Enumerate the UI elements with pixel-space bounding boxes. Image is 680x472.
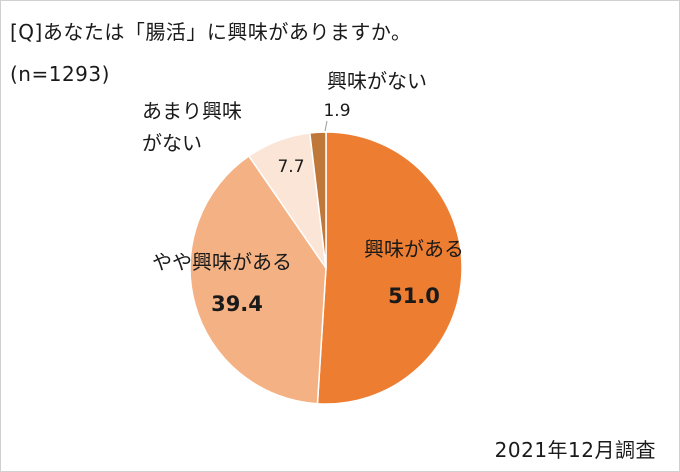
pie-slice-2 [189,154,327,405]
leader-lines [324,120,328,132]
slice-label-3-line-1: あまり興味 [142,99,242,123]
slice-value-2: 39.4 [211,292,263,316]
pie-slice-4 [308,131,327,269]
slice-label-4: 興味がない [327,69,427,93]
survey-date-note: 2021年12月調査 [494,438,656,462]
slice-label-2: やや興味がある [152,250,292,274]
sample-size-note: (n=1293) [10,62,110,86]
slice-value-1: 51.0 [388,284,440,308]
pie-slices [189,131,463,405]
slice-value-3: 7.7 [277,157,304,177]
pie-slice-1 [316,131,463,405]
leader-line-4 [324,120,328,132]
slice-label-3-line-2: がない [142,131,202,155]
chart-title: [Q]あなたは「腸活」に興味がありますか。 [10,20,412,44]
slice-value-4: 1.9 [323,101,350,121]
slice-label-1: 興味がある [364,237,464,261]
